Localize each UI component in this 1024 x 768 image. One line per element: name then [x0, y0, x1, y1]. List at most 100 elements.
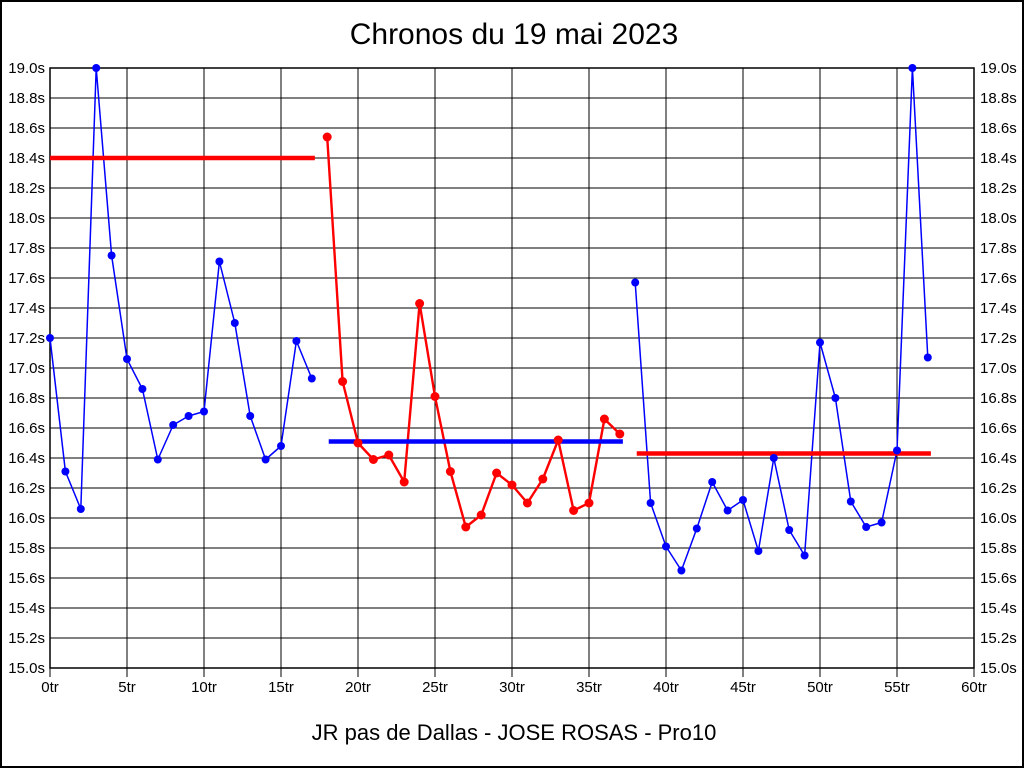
- y-axis-label-left: 16.2s: [8, 480, 45, 497]
- stint-3-blue-point: [862, 523, 871, 531]
- y-axis-label-right: 18.0s: [980, 210, 1017, 227]
- y-axis-label-right: 17.4s: [980, 300, 1017, 317]
- x-axis-label: 30tr: [499, 679, 525, 696]
- y-axis-label-right: 15.8s: [980, 540, 1017, 557]
- stint-1-blue-point: [138, 385, 147, 393]
- stint-3-blue-point: [877, 518, 886, 527]
- stint-1-blue-point: [277, 442, 285, 450]
- stint-2-red-point: [507, 480, 517, 490]
- stint-2-red-point: [461, 522, 471, 532]
- stint-2-red-point: [538, 474, 548, 484]
- y-axis-label-right: 18.6s: [980, 120, 1017, 137]
- stint-3-blue-line: [634, 67, 929, 572]
- y-axis-label-left: 17.8s: [8, 240, 45, 257]
- stint-1-blue-point: [153, 455, 162, 464]
- x-axis-label: 55tr: [884, 679, 910, 696]
- stint-2-red-point: [353, 438, 363, 448]
- stint-1-blue-point: [169, 421, 178, 429]
- stint-2-red-point: [615, 429, 625, 439]
- y-axis-label-right: 19.0s: [980, 60, 1017, 77]
- stint-1-blue-point: [123, 355, 131, 363]
- stint-2-red-point: [522, 498, 532, 508]
- y-axis-label-right: 16.4s: [980, 450, 1017, 467]
- y-axis-label-right: 15.2s: [980, 630, 1017, 647]
- stint-2-red-point: [476, 510, 486, 520]
- y-axis-label-right: 17.8s: [980, 240, 1017, 257]
- y-axis-label-left: 18.2s: [8, 180, 45, 197]
- stint-2-red-point: [399, 477, 409, 487]
- stint-1-blue-point: [107, 251, 116, 260]
- y-axis-label-right: 15.6s: [980, 570, 1017, 587]
- stint-1-blue-point: [76, 505, 85, 513]
- y-axis-label-left: 18.0s: [8, 210, 45, 227]
- stint-1-blue-point: [215, 257, 224, 266]
- y-axis-label-right: 18.4s: [980, 150, 1017, 167]
- y-axis-label-left: 16.0s: [8, 510, 45, 527]
- stint-3-blue-point: [816, 338, 824, 347]
- chart-footer-caption: JR pas de Dallas - JOSE ROSAS - Pro10: [311, 720, 717, 745]
- y-axis-label-left: 17.6s: [8, 270, 45, 287]
- stint-3-blue-point: [631, 278, 640, 287]
- stint-3-blue-point: [723, 506, 732, 515]
- stint-3-blue-point: [923, 353, 932, 362]
- stint-2-red-point: [553, 435, 563, 445]
- stint-3-blue-point: [708, 478, 717, 486]
- x-axis-label: 0tr: [41, 679, 59, 696]
- stint-3-blue-point: [846, 497, 855, 506]
- y-axis-label-right: 17.2s: [980, 330, 1017, 347]
- y-axis-label-left: 16.6s: [8, 420, 45, 437]
- stint-3-blue-point: [769, 454, 778, 462]
- chart-title: Chronos du 19 mai 2023: [349, 18, 679, 51]
- stint-2-red-point: [599, 414, 609, 424]
- x-axis-label: 40tr: [653, 679, 679, 696]
- x-axis-label: 5tr: [118, 679, 136, 696]
- y-axis-label-right: 15.0s: [980, 660, 1017, 677]
- stint-3-blue-point: [677, 566, 686, 575]
- y-axis-label-right: 18.8s: [980, 90, 1017, 107]
- y-axis-label-left: 16.4s: [8, 450, 45, 467]
- stint-2-red-point: [430, 392, 440, 401]
- y-axis-label-left: 17.0s: [8, 360, 45, 377]
- stint-1-blue-point: [230, 319, 239, 327]
- y-axis-label-left: 15.2s: [8, 630, 45, 647]
- stint-1-blue-point: [46, 334, 54, 342]
- stint-3-blue-point: [754, 547, 763, 555]
- stint-1-blue-point: [246, 412, 255, 420]
- stint-3-blue-point: [800, 551, 809, 560]
- y-axis-label-right: 15.4s: [980, 600, 1017, 617]
- stint-1-blue-point: [292, 337, 301, 345]
- y-axis-label-right: 17.6s: [980, 270, 1017, 287]
- stint-2-red-point: [368, 455, 378, 464]
- stint-1-blue-point: [261, 455, 270, 464]
- y-axis-label-left: 15.4s: [8, 600, 45, 617]
- stint-1-blue-point: [184, 412, 193, 420]
- y-axis-label-left: 17.2s: [8, 330, 45, 347]
- stint-2-red-point: [384, 450, 394, 460]
- y-axis-label-left: 15.6s: [8, 570, 45, 587]
- y-axis-label-left: 15.0s: [8, 660, 45, 677]
- stint-2-red-point: [584, 498, 594, 508]
- y-axis-label-right: 16.0s: [980, 510, 1017, 527]
- stint-2-red-point: [569, 506, 579, 515]
- x-axis-label: 50tr: [807, 679, 833, 696]
- y-axis-label-left: 19.0s: [8, 60, 45, 77]
- x-axis-label: 15tr: [268, 679, 294, 696]
- stint-3-blue-point: [831, 394, 840, 402]
- stint-1-blue-line: [49, 67, 313, 510]
- stint-3-blue-point: [692, 524, 701, 533]
- stint-3-blue-point: [893, 446, 901, 455]
- y-axis-label-right: 18.2s: [980, 180, 1017, 197]
- y-axis-label-left: 18.8s: [8, 90, 45, 107]
- stint-3-blue-point: [739, 496, 747, 504]
- stint-3-blue-point: [646, 499, 655, 507]
- stint-3-blue-point: [662, 542, 670, 551]
- y-axis-label-left: 18.6s: [8, 120, 45, 137]
- stint-2-red-point: [322, 132, 332, 142]
- x-axis-label: 20tr: [345, 679, 371, 696]
- x-axis-label: 25tr: [422, 679, 448, 696]
- x-axis-label: 35tr: [576, 679, 602, 696]
- stint-1-blue-point: [92, 64, 101, 72]
- stint-3-blue-point: [785, 526, 794, 534]
